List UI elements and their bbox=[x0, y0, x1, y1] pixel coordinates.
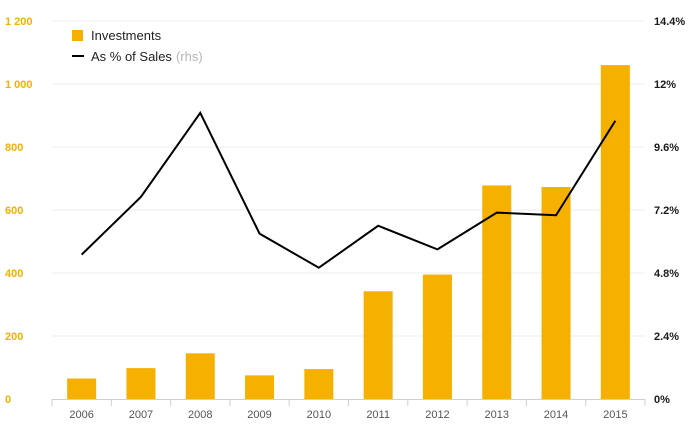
legend-label-sales-pct: As % of Sales (rhs) bbox=[91, 49, 203, 64]
y-right-tick-label-1: 2.4% bbox=[654, 331, 679, 343]
y-right-tick-label-3: 7.2% bbox=[654, 205, 679, 217]
sales-pct-polyline bbox=[80, 110, 617, 269]
y-right-tick-label-4: 9.6% bbox=[654, 142, 679, 154]
bar-2006 bbox=[67, 378, 97, 399]
y-left-tick-label-1: 200 bbox=[5, 331, 23, 343]
bar-2008 bbox=[185, 353, 215, 399]
x-tick-label-2012: 2012 bbox=[425, 409, 449, 421]
sales-pct-line bbox=[80, 110, 617, 269]
x-tick-label-2011: 2011 bbox=[366, 409, 390, 421]
bar-2010 bbox=[304, 369, 334, 399]
x-tick-label-2010: 2010 bbox=[307, 409, 331, 421]
legend: Investments As % of Sales (rhs) bbox=[72, 28, 203, 64]
bar-2012 bbox=[422, 274, 452, 399]
bar-2015 bbox=[600, 65, 630, 399]
y-left-tick-label-0: 0 bbox=[5, 394, 11, 406]
bar-2009 bbox=[245, 375, 275, 399]
x-tick-label-2006: 2006 bbox=[69, 409, 93, 421]
y-right-tick-label-6: 14.4% bbox=[654, 16, 685, 28]
legend-swatch-investments bbox=[72, 30, 83, 41]
bar-2013 bbox=[482, 185, 512, 399]
y-left-tick-label-6: 1 200 bbox=[5, 16, 33, 28]
y-axis-left: 0 200 400 600 800 1 000 1 200 bbox=[5, 16, 33, 406]
x-tick-label-2013: 2013 bbox=[485, 409, 509, 421]
x-tick-label-2015: 2015 bbox=[603, 409, 627, 421]
x-axis: 2006 2007 2008 2009 2010 2011 2012 2013 2014 2015 bbox=[51, 399, 646, 421]
bar-2007 bbox=[126, 368, 156, 399]
legend-label-sales-pct-name: As % of Sales bbox=[91, 49, 172, 64]
bar-2011 bbox=[363, 291, 393, 399]
y-right-tick-label-5: 12% bbox=[654, 79, 676, 91]
y-right-tick-label-2: 4.8% bbox=[654, 268, 679, 280]
x-tick-label-2008: 2008 bbox=[188, 409, 212, 421]
x-tick-label-2007: 2007 bbox=[129, 409, 153, 421]
y-left-tick-label-5: 1 000 bbox=[5, 79, 33, 91]
x-tick-label-2014: 2014 bbox=[544, 409, 568, 421]
legend-label-investments: Investments bbox=[91, 28, 162, 43]
investment-bars bbox=[67, 65, 630, 399]
y-left-tick-label-4: 800 bbox=[5, 142, 23, 154]
bar-2014 bbox=[541, 187, 571, 399]
y-left-tick-label-2: 400 bbox=[5, 268, 23, 280]
legend-label-rhs: (rhs) bbox=[176, 49, 203, 64]
y-axis-right: 0% 2.4% 4.8% 7.2% 9.6% 12% 14.4% bbox=[654, 16, 685, 406]
x-tick-label-2009: 2009 bbox=[247, 409, 271, 421]
y-right-tick-label-0: 0% bbox=[654, 394, 670, 406]
y-left-tick-label-3: 600 bbox=[5, 205, 23, 217]
